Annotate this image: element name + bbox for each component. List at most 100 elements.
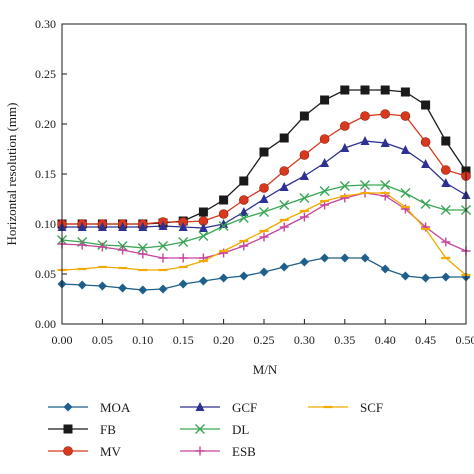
data-point-dl	[380, 180, 391, 190]
y-tick-label: 0.15	[35, 167, 56, 181]
data-point-dl	[158, 241, 168, 251]
data-point-moa	[178, 279, 188, 289]
data-point-gcf	[118, 222, 128, 231]
data-point-fb	[320, 95, 330, 105]
data-point-gcf	[360, 136, 370, 145]
data-point-mv	[400, 111, 411, 121]
data-point-moa	[421, 273, 431, 283]
data-point-gcf	[97, 222, 107, 231]
data-point-dl	[218, 221, 229, 231]
x-axis-label: M/N	[253, 362, 278, 377]
x-tick-label: 0.35	[334, 333, 355, 347]
data-point-fb	[239, 176, 249, 186]
y-axis-title: Horizontal resolution (mm)	[4, 103, 19, 246]
data-point-esb	[259, 232, 269, 242]
data-point-moa	[239, 271, 249, 281]
data-point-dl	[440, 205, 451, 215]
legend-label: MOA	[100, 400, 131, 415]
data-point-mv	[420, 137, 431, 147]
y-tick-label: 0.30	[35, 17, 56, 31]
legend-marker	[195, 402, 205, 411]
legend-label: GCF	[232, 400, 257, 415]
y-tick-label: 0.20	[35, 117, 56, 131]
data-point-dl	[137, 243, 148, 253]
data-point-gcf	[279, 182, 289, 191]
data-point-esb	[158, 253, 168, 263]
data-point-gcf	[138, 222, 148, 231]
legend-item-esb: ESB	[180, 444, 256, 459]
data-point-fb	[400, 87, 410, 97]
x-tick-label: 0.10	[132, 333, 153, 347]
legend-marker	[63, 446, 73, 456]
data-point-esb	[118, 245, 128, 255]
data-point-dl	[259, 207, 269, 217]
data-point-moa	[158, 284, 168, 294]
data-point-moa	[97, 281, 107, 291]
data-point-dl	[299, 193, 310, 203]
data-point-gcf	[299, 171, 309, 180]
data-point-fb	[219, 195, 229, 205]
data-point-fb	[360, 85, 370, 95]
data-point-esb	[77, 240, 87, 250]
data-point-gcf	[259, 194, 269, 203]
data-point-moa	[118, 283, 128, 293]
data-point-dl	[420, 199, 431, 209]
data-point-fb	[279, 133, 289, 143]
data-point-dl	[360, 180, 370, 190]
data-point-gcf	[77, 222, 87, 231]
legend-marker	[63, 424, 73, 434]
data-point-gcf	[441, 178, 451, 187]
data-point-moa	[340, 253, 350, 263]
data-point-moa	[320, 253, 330, 263]
data-point-moa	[259, 267, 269, 277]
y-tick-label: 0.25	[35, 67, 56, 81]
legend-item-gcf: GCF	[180, 400, 257, 415]
x-tick-label: 0.00	[52, 333, 73, 347]
x-axis-ticks: 0.00 0.05 0.10 0.15 0.20 0.25 0.30 0.35 0.40 0.45…	[52, 319, 474, 347]
data-point-mv	[299, 150, 310, 160]
legend-item-dl: DL	[180, 422, 249, 437]
data-point-mv	[218, 209, 229, 219]
x-tick-label: 0.45	[415, 333, 436, 347]
data-point-gcf	[239, 207, 249, 216]
legend: MOA FB MV GCF DL ESB SCF	[48, 400, 383, 459]
data-point-fb	[421, 100, 431, 110]
data-point-dl	[198, 231, 209, 241]
x-tick-label: 0.05	[92, 333, 113, 347]
data-point-fb	[299, 111, 309, 121]
legend-label: ESB	[232, 444, 256, 459]
x-tick-label: 0.20	[213, 333, 234, 347]
x-tick-label: 0.15	[173, 333, 194, 347]
data-point-mv	[319, 134, 330, 144]
data-point-esb	[178, 253, 188, 263]
data-point-esb	[279, 222, 289, 232]
data-point-fb	[198, 207, 208, 217]
data-point-gcf	[198, 223, 208, 232]
data-point-fb	[441, 136, 451, 146]
data-point-dl	[279, 200, 290, 210]
data-point-mv	[360, 111, 370, 121]
data-point-esb	[299, 212, 309, 222]
legend-marker	[195, 424, 205, 434]
y-tick-label: 0.05	[35, 267, 56, 281]
data-point-gcf	[158, 221, 168, 230]
data-point-mv	[239, 195, 249, 205]
data-point-fb	[259, 147, 269, 157]
data-point-esb	[340, 193, 350, 203]
series-markers	[57, 85, 471, 295]
data-point-mv	[440, 165, 451, 175]
data-point-esb	[239, 241, 249, 251]
data-point-moa	[198, 276, 208, 286]
data-point-gcf	[421, 159, 431, 168]
legend-item-mv: MV	[48, 444, 122, 459]
data-point-moa	[360, 253, 370, 263]
data-point-fb	[340, 85, 350, 95]
data-point-moa	[219, 273, 229, 283]
legend-label: DL	[232, 422, 249, 437]
y-tick-label: 0.00	[35, 317, 56, 331]
data-point-esb	[441, 237, 451, 247]
data-point-dl	[400, 188, 411, 198]
data-point-dl	[339, 181, 350, 191]
data-point-dl	[178, 237, 189, 247]
legend-marker	[63, 402, 73, 412]
